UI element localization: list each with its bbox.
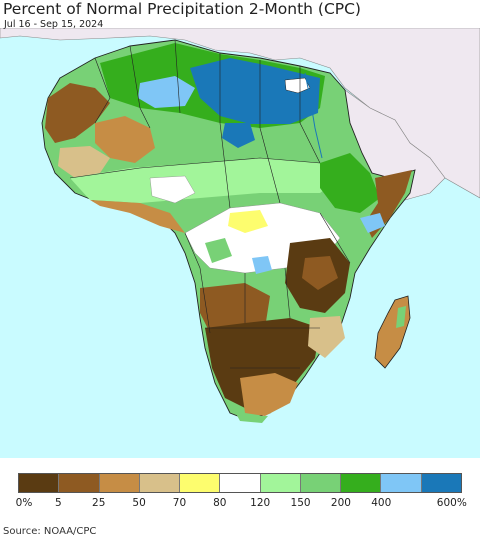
legend-swatch bbox=[219, 474, 260, 492]
legend-label: 120 bbox=[250, 497, 271, 509]
mozambique-mix bbox=[308, 316, 345, 358]
nile-river bbox=[304, 72, 323, 159]
date-range: Jul 16 - Sep 15, 2024 bbox=[4, 19, 104, 30]
west-sahara-dry bbox=[45, 83, 110, 143]
sahel-tan bbox=[58, 146, 110, 178]
madagascar-green bbox=[396, 306, 406, 328]
legend-label: 150 bbox=[290, 497, 311, 509]
legend-label: 200 bbox=[330, 497, 351, 509]
color-legend bbox=[18, 473, 462, 493]
country-borders bbox=[69, 39, 351, 369]
legend-swatch bbox=[19, 474, 59, 492]
sahara-blue-patch-west bbox=[138, 76, 195, 108]
legend-label: 400 bbox=[371, 497, 392, 509]
legend-label: 0% bbox=[15, 497, 33, 509]
gulf-of-guinea-coast bbox=[90, 200, 185, 233]
legend-label: 5 bbox=[55, 497, 62, 509]
legend-swatch bbox=[259, 474, 300, 492]
legend-swatch bbox=[340, 474, 381, 492]
chad-blue-patch bbox=[222, 123, 255, 148]
libya-egypt-very-wet bbox=[190, 58, 320, 124]
congo-yellow bbox=[228, 210, 268, 233]
source-note: Source: NOAA/CPC bbox=[3, 526, 97, 537]
ethiopia-green bbox=[320, 153, 380, 213]
kenya-blue bbox=[360, 213, 385, 233]
legend-labels: 0% 5 25 50 70 80 120 150 200 400 600% bbox=[0, 497, 480, 511]
legend-swatch bbox=[58, 474, 99, 492]
legend-label: 600% bbox=[436, 497, 467, 509]
legend-label: 50 bbox=[132, 497, 146, 509]
mali-dry bbox=[95, 116, 155, 163]
precipitation-map: Percent of Normal Precipitation 2-Month … bbox=[0, 0, 480, 458]
legend-swatch bbox=[380, 474, 421, 492]
legend-swatch bbox=[138, 474, 180, 492]
south-coast-green bbox=[232, 406, 268, 423]
legend-label: 80 bbox=[213, 497, 227, 509]
map-canvas bbox=[0, 28, 480, 458]
south-africa-mixed bbox=[240, 373, 298, 416]
congo-green-patch bbox=[205, 238, 232, 263]
legend-swatch bbox=[179, 474, 220, 492]
legend-swatch bbox=[98, 474, 139, 492]
lake-victoria-blue bbox=[252, 256, 272, 274]
sahel-green-band bbox=[70, 158, 340, 203]
egypt-white-patch bbox=[284, 77, 311, 94]
nigeria-patch bbox=[149, 175, 196, 204]
map-title: Percent of Normal Precipitation 2-Month … bbox=[3, 0, 361, 18]
legend-label: 25 bbox=[92, 497, 106, 509]
tanzania-brown bbox=[302, 256, 338, 290]
legend-swatch bbox=[420, 474, 461, 492]
legend-label: 70 bbox=[172, 497, 187, 509]
legend-swatch bbox=[299, 474, 341, 492]
